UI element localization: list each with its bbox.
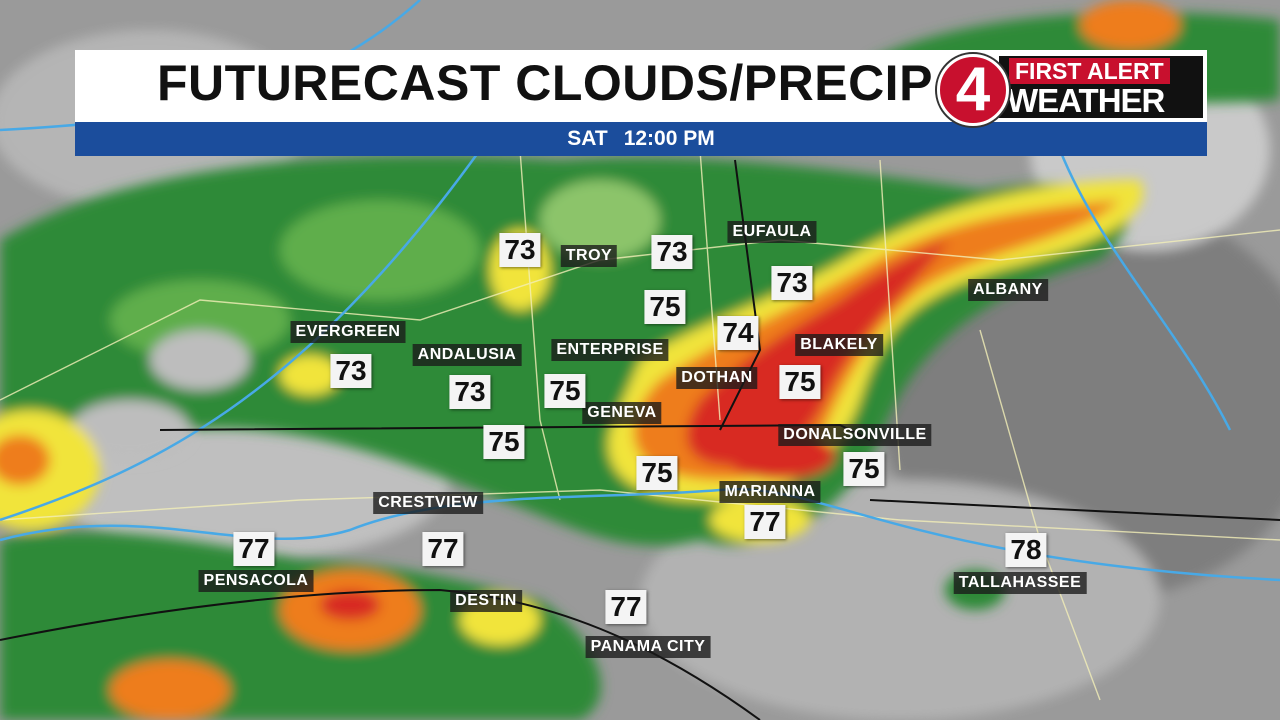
city-label: ALBANY bbox=[968, 279, 1048, 301]
city-label: BLAKELY bbox=[795, 334, 883, 356]
city-label: TROY bbox=[560, 245, 618, 267]
city-label: MARIANNA bbox=[719, 481, 821, 503]
temperature-label: 75 bbox=[843, 452, 885, 486]
temperature-label: 78 bbox=[1005, 533, 1047, 567]
city-label: PENSACOLA bbox=[198, 570, 314, 592]
temperature-label: 75 bbox=[544, 374, 586, 408]
temperature-label: 75 bbox=[779, 365, 821, 399]
day: SAT bbox=[567, 127, 608, 150]
temperature-label: 77 bbox=[605, 590, 647, 624]
station-logo: FIRST ALERT WEATHER 4 bbox=[933, 52, 1205, 126]
time: 12:00 PM bbox=[623, 127, 715, 150]
temperature-label: 77 bbox=[233, 532, 275, 566]
city-label: CRESTVIEW bbox=[373, 492, 483, 514]
logo-line2: WEATHER bbox=[1007, 82, 1165, 119]
temperature-label: 74 bbox=[717, 316, 759, 350]
city-label: ANDALUSIA bbox=[412, 344, 522, 366]
temperature-label: 73 bbox=[771, 266, 813, 300]
temperature-label: 77 bbox=[744, 505, 786, 539]
temperature-label: 75 bbox=[636, 456, 678, 490]
city-label: TALLAHASSEE bbox=[953, 572, 1087, 594]
title: FUTURECAST CLOUDS/PRECIP bbox=[157, 55, 933, 111]
temperature-label: 73 bbox=[499, 233, 541, 267]
temperature-label: 75 bbox=[483, 425, 525, 459]
logo-line1: FIRST ALERT bbox=[1009, 58, 1170, 84]
logo-box: FIRST ALERT WEATHER bbox=[999, 56, 1203, 118]
city-label: DONALSONVILLE bbox=[778, 424, 932, 446]
title-banner: FUTURECAST CLOUDS/PRECIP SAT 12:00 PM FIR… bbox=[75, 50, 1207, 156]
temperature-label: 73 bbox=[449, 375, 491, 409]
temperature-label: 77 bbox=[422, 532, 464, 566]
city-label: EVERGREEN bbox=[290, 321, 406, 343]
city-label: GENEVA bbox=[582, 402, 662, 424]
temperature-label: 75 bbox=[644, 290, 686, 324]
city-label: DOTHAN bbox=[676, 367, 758, 389]
time-bar: SAT 12:00 PM bbox=[75, 122, 1207, 156]
temperature-label: 73 bbox=[651, 235, 693, 269]
city-label: PANAMA CITY bbox=[585, 636, 711, 658]
city-label: EUFAULA bbox=[727, 221, 817, 243]
logo-number: 4 bbox=[937, 54, 1009, 126]
city-label: ENTERPRISE bbox=[551, 339, 669, 361]
temperature-label: 73 bbox=[330, 354, 372, 388]
city-label: DESTIN bbox=[450, 590, 522, 612]
